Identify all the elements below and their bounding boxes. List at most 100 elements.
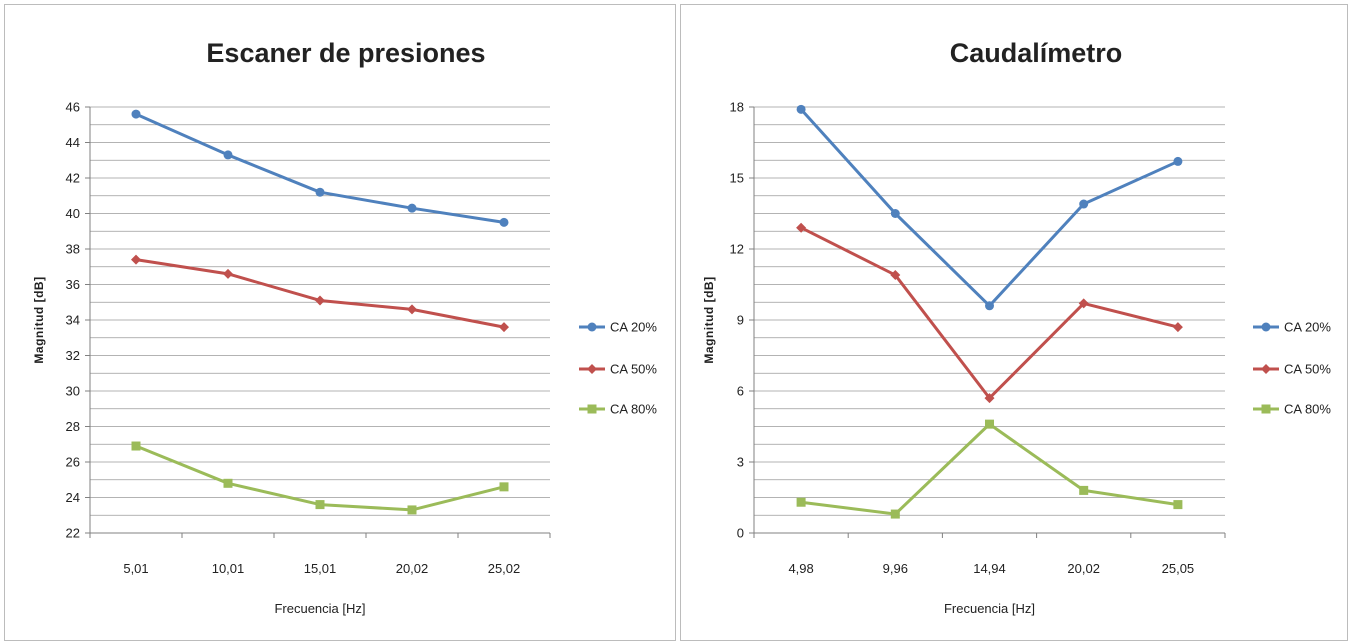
y-tick-label: 24 [66, 490, 80, 505]
data-point [315, 187, 325, 197]
data-point [985, 301, 994, 311]
data-point [1079, 199, 1089, 209]
chart-panel-caudalimetro: Caudalímetro 0 3 6 9 12 15 18 4,98 9,96 14,94 20,02… [680, 4, 1348, 641]
data-point [890, 270, 901, 281]
legend-entry: CA 20% [579, 320, 657, 335]
legend-label: CA 80% [1284, 402, 1331, 417]
y-tick-label: 30 [66, 384, 80, 399]
legend-label: CA 20% [610, 320, 657, 335]
data-point [796, 497, 806, 507]
x-tick-label: 9,96 [883, 561, 908, 576]
chart-title: Escaner de presiones [206, 38, 485, 68]
data-point [223, 478, 233, 488]
series-ca-50- [131, 254, 509, 333]
y-tick-label: 9 [737, 313, 744, 328]
y-tick-label: 12 [730, 242, 744, 257]
data-point [223, 150, 233, 160]
y-tick-label: 0 [737, 526, 744, 541]
series-line [800, 422, 1179, 516]
x-tick-label: 15,01 [304, 561, 337, 576]
x-axis-label: Frecuencia [Hz] [274, 601, 365, 616]
x-tick-label: 20,02 [1067, 561, 1100, 576]
y-axis-label: Magnitud [dB] [32, 276, 46, 363]
data-point [131, 254, 141, 265]
series-line [135, 112, 505, 224]
data-point [985, 419, 994, 429]
y-tick-label: 36 [66, 277, 80, 292]
series-ca-20- [131, 109, 509, 227]
data-point [796, 222, 807, 233]
x-axis-label: Frecuencia [Hz] [944, 601, 1035, 616]
x-tick-label: 4,98 [788, 561, 813, 576]
data-point [499, 322, 509, 333]
legend-label: CA 50% [1284, 362, 1331, 377]
y-tick-label: 38 [66, 242, 80, 257]
data-point [499, 482, 509, 492]
series-ca-80- [796, 419, 1183, 519]
x-tick-label: 25,02 [488, 561, 521, 576]
y-tick-label: 3 [737, 455, 744, 470]
legend-label: CA 80% [610, 402, 657, 417]
y-tick-label: 42 [66, 171, 80, 186]
chart-title: Caudalímetro [950, 38, 1123, 68]
data-point [984, 393, 995, 404]
series-ca-20- [796, 104, 1183, 311]
data-point [890, 209, 900, 218]
legend-marker [1261, 322, 1271, 332]
legend-label: CA 20% [1284, 320, 1331, 335]
y-tick-label: 26 [66, 455, 80, 470]
data-point [131, 441, 141, 451]
chart-escaner-svg: Escaner de presiones 22 24 26 28 30 32 34 36 38 40… [32, 38, 657, 616]
y-tick-label: 28 [66, 419, 80, 434]
y-tick-label: 44 [66, 135, 80, 150]
x-tick-label: 25,05 [1162, 561, 1195, 576]
y-tick-label: 15 [730, 171, 744, 186]
x-tick-label: 5,01 [123, 561, 148, 576]
legend-entry: CA 80% [1253, 402, 1331, 417]
legend-marker [587, 364, 597, 374]
x-tick-label: 20,02 [396, 561, 429, 576]
legend-entry: CA 50% [1253, 362, 1331, 377]
data-point [407, 505, 417, 515]
legend-marker [1261, 364, 1271, 374]
y-tick-label: 40 [66, 206, 80, 221]
y-tick-label: 18 [730, 100, 744, 115]
gridlines [90, 106, 550, 534]
y-tick-label: 6 [737, 384, 744, 399]
x-tick-label: 10,01 [212, 561, 245, 576]
data-point [223, 268, 233, 279]
y-tick-label: 22 [66, 526, 80, 541]
data-point [1172, 322, 1183, 333]
data-point [407, 203, 417, 213]
legend-entry: CA 50% [579, 362, 657, 377]
chart-caudalimetro-svg: Caudalímetro 0 3 6 9 12 15 18 4,98 9,96 14,94 20,02… [702, 38, 1331, 616]
legend-marker [587, 404, 597, 414]
y-tick-label: 46 [66, 100, 80, 115]
series-line [800, 226, 1179, 400]
data-point [1173, 156, 1183, 166]
y-tick-label: 32 [66, 348, 80, 363]
data-point [1078, 298, 1089, 309]
data-point [407, 304, 417, 315]
legend-label: CA 50% [610, 362, 657, 377]
data-point [315, 295, 325, 306]
data-point [1173, 500, 1183, 510]
series-ca-50- [796, 222, 1183, 404]
y-axis-label: Magnitud [dB] [702, 276, 716, 363]
legend-entry: CA 80% [579, 402, 657, 417]
series-line [135, 258, 505, 329]
data-point [315, 500, 325, 510]
legend-marker [587, 322, 597, 332]
x-tick-label: 14,94 [973, 561, 1006, 576]
data-point [796, 104, 806, 114]
data-point [890, 509, 900, 519]
legend-entry: CA 20% [1253, 320, 1331, 335]
data-point [131, 109, 141, 119]
series-line [799, 108, 1179, 308]
y-tick-label: 34 [66, 313, 80, 328]
series-ca-80- [131, 441, 509, 515]
chart-panel-escaner: Escaner de presiones 22 24 26 28 30 32 34 36 38 40… [4, 4, 676, 641]
data-point [1079, 485, 1089, 495]
data-point [499, 217, 509, 227]
legend-marker [1261, 404, 1271, 414]
